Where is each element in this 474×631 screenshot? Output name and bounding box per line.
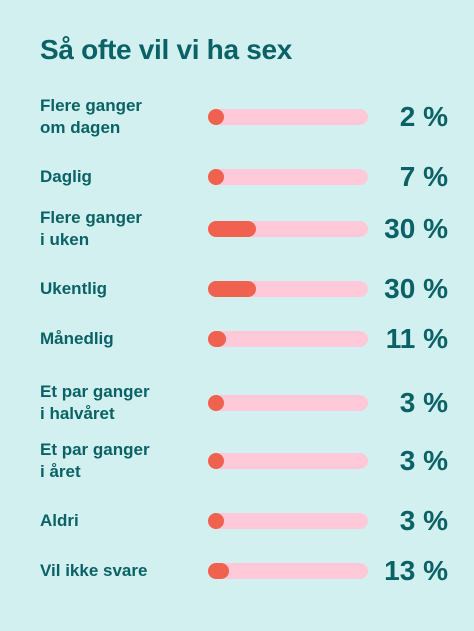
bar-track <box>208 395 368 411</box>
bar <box>208 513 224 529</box>
category-label: Flere ganger i uken <box>40 208 143 249</box>
bar <box>208 281 256 297</box>
bar <box>208 453 224 469</box>
value-label: 30 % <box>384 273 448 304</box>
bar <box>208 169 224 185</box>
value-label: 13 % <box>384 555 448 586</box>
category-label: Månedlig <box>40 329 114 348</box>
value-label: 3 % <box>399 445 448 476</box>
bar <box>208 109 224 125</box>
bar-track <box>208 169 368 185</box>
bar-track <box>208 281 368 297</box>
bar-track <box>208 221 368 237</box>
value-label: 11 % <box>385 323 448 354</box>
category-label: Ukentlig <box>40 279 108 298</box>
bar-track <box>208 109 368 125</box>
bar-track <box>208 513 368 529</box>
category-label: Vil ikke svare <box>40 561 148 580</box>
bar <box>208 563 229 579</box>
category-label: Et par ganger i året <box>40 440 150 481</box>
bar <box>208 395 224 411</box>
bar-track <box>208 563 368 579</box>
bar-track <box>208 331 368 347</box>
value-label: 2 % <box>399 101 448 132</box>
bar <box>208 331 226 347</box>
bar-track <box>208 453 368 469</box>
category-label: Et par ganger i halvåret <box>40 382 150 423</box>
chart-title: Så ofte vil vi ha sex <box>40 34 293 65</box>
value-label: 3 % <box>399 387 448 418</box>
category-label: Aldri <box>40 511 79 530</box>
category-label: Flere ganger om dagen <box>40 96 143 137</box>
value-label: 30 % <box>384 213 448 244</box>
bar <box>208 221 256 237</box>
value-label: 7 % <box>399 161 448 192</box>
category-label: Daglig <box>40 167 92 186</box>
value-label: 3 % <box>399 505 448 536</box>
